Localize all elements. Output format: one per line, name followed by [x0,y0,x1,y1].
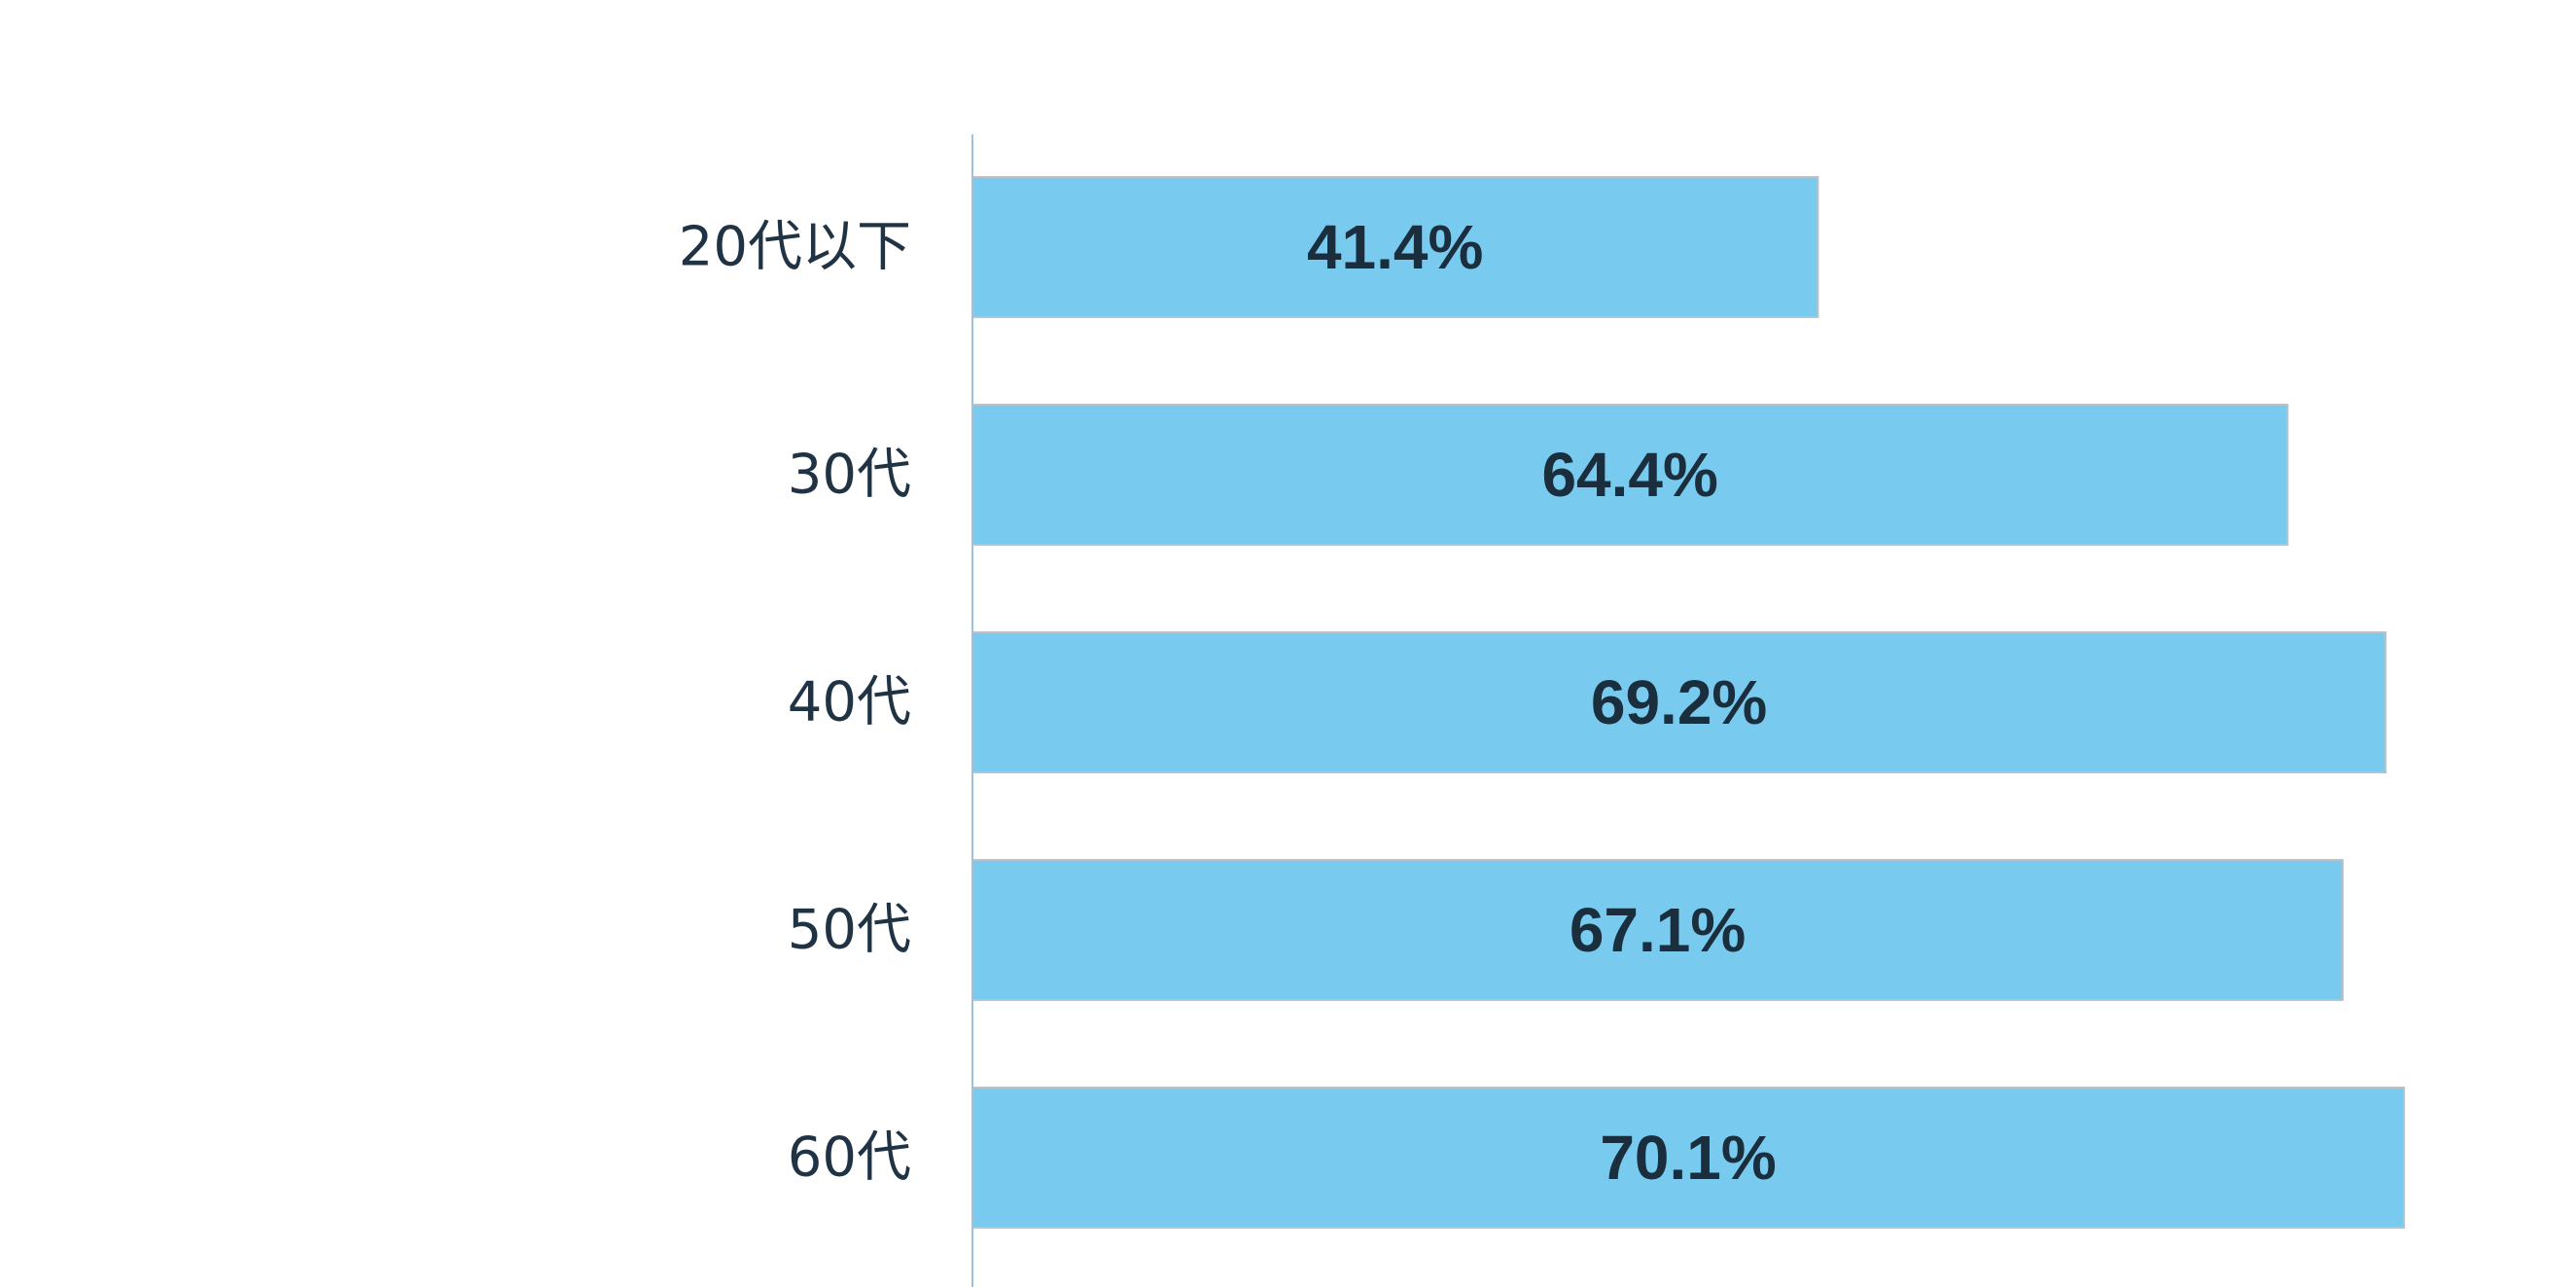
bar-value-label-1: 41.4% [1307,212,1483,282]
bar-5 [971,1087,2406,1229]
category-label-1: 20代以下 [679,216,911,279]
category-label-2: 30代 [788,444,911,507]
bar-value-label-4: 67.1% [1570,895,1746,965]
bar-2 [971,404,2289,546]
bar-value-label-2: 64.4% [1541,440,1717,510]
bar-4 [971,859,2345,1001]
category-label-5: 60代 [788,1126,911,1190]
bar-3 [971,631,2387,773]
category-label-4: 50代 [788,899,911,962]
category-label-3: 40代 [788,671,911,734]
value-labels-layer: 41.4% 64.4% 69.2% 67.1% 70.1% [1307,212,1777,1193]
bar-1 [971,176,1819,318]
bars-layer [971,176,2406,1229]
bar-value-label-3: 69.2% [1591,667,1767,737]
category-labels-layer: 20代以下 30代 40代 50代 60代 [679,216,911,1190]
bar-value-label-5: 70.1% [1600,1123,1776,1193]
